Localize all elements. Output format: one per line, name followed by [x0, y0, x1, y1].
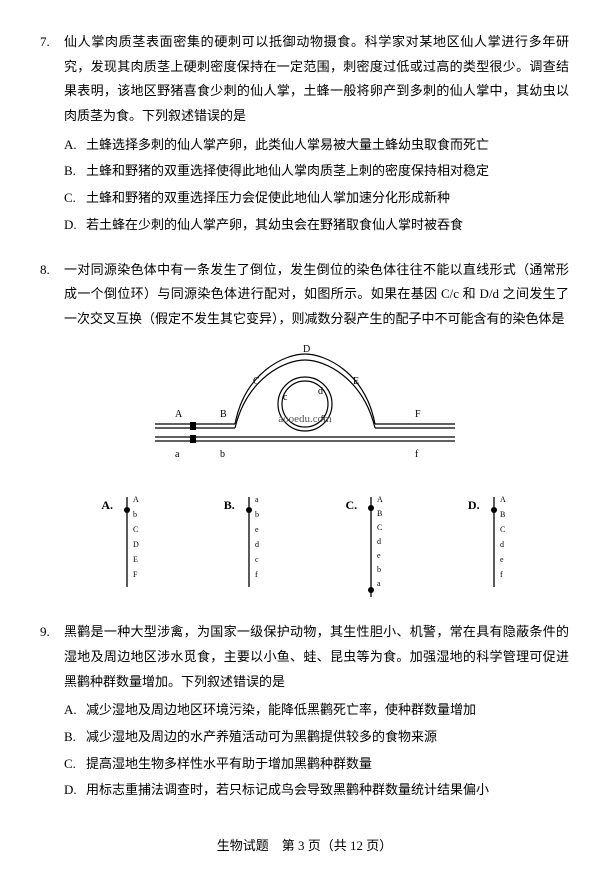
svg-text:b: b — [220, 449, 225, 460]
svg-text:f: f — [415, 449, 419, 460]
svg-text:E: E — [133, 555, 138, 564]
svg-text:A: A — [500, 495, 506, 504]
svg-text:d: d — [500, 540, 504, 549]
q7-opt-b-text: 土蜂和野猪的双重选择使得此地仙人掌肉质茎上刺的密度保持相对稳定 — [86, 159, 569, 184]
q8-sub-d-label: D. — [468, 492, 480, 517]
svg-text:a: a — [175, 449, 180, 460]
q9-opt-b-text: 减少湿地及周边的水产养殖活动可为黑鹳提供较多的食物来源 — [86, 725, 569, 750]
svg-text:E: E — [353, 376, 359, 387]
q8-sub-b-label: B. — [224, 492, 235, 517]
svg-text:e: e — [500, 555, 504, 564]
q9-number: 9. — [40, 620, 64, 805]
q7-opt-b-letter: B. — [64, 159, 86, 184]
q8-sub-b-svg: a b e d c f — [243, 492, 263, 592]
svg-text:a: a — [377, 579, 381, 588]
svg-text:D: D — [303, 344, 310, 355]
q7-opt-a-text: 土蜂选择多刺的仙人掌产卵，此类仙人掌易被大量土蜂幼虫取食而死亡 — [86, 133, 569, 158]
svg-text:C: C — [500, 525, 505, 534]
svg-text:a: a — [255, 495, 259, 504]
q9-opt-b-letter: B. — [64, 725, 86, 750]
q9-opt-c-letter: C. — [64, 752, 86, 777]
svg-text:c: c — [283, 392, 288, 403]
q8-sub-c-label: C. — [346, 492, 358, 517]
svg-text:d: d — [377, 537, 381, 546]
q8-sub-d: D. A B C d e f — [468, 492, 508, 602]
q9-opt-d-letter: D. — [64, 778, 86, 803]
svg-text:C: C — [377, 523, 382, 532]
q9-opt-c-text: 提高湿地生物多样性水平有助于增加黑鹳种群数量 — [86, 752, 569, 777]
svg-text:A: A — [175, 409, 183, 420]
svg-text:c: c — [255, 555, 259, 564]
q9-opt-a-letter: A. — [64, 698, 86, 723]
svg-text:C: C — [253, 376, 260, 387]
q8-sub-options: A. A b C D E F B. a b — [60, 492, 549, 602]
svg-text:C: C — [133, 525, 138, 534]
svg-text:e: e — [377, 551, 381, 560]
svg-text:B: B — [500, 510, 505, 519]
q7-stem: 仙人掌肉质茎表面密集的硬刺可以抵御动物摄食。科学家对某地区仙人掌进行多年研究，发… — [64, 34, 569, 123]
question-8: 8. 一对同源染色体中有一条发生了倒位，发生倒位的染色体往往不能以直线形式（通常… — [40, 258, 569, 603]
q8-sub-c-svg: A B C d e b a — [365, 492, 385, 602]
exam-page: 7. 仙人掌肉质茎表面密集的硬刺可以抵御动物摄食。科学家对某地区仙人掌进行多年研… — [0, 0, 609, 874]
svg-text:F: F — [415, 409, 421, 420]
q9-stem: 黑鹳是一种大型涉禽，为国家一级保护动物，其生性胆小、机警，常在具有隐蔽条件的湿地… — [64, 624, 569, 688]
svg-text:B: B — [377, 509, 382, 518]
page-footer: 生物试题 第 3 页（共 12 页） — [40, 835, 569, 854]
q9-opt-a-text: 减少湿地及周边地区环境污染，能降低黑鹳死亡率，使种群数量增加 — [86, 698, 569, 723]
question-9: 9. 黑鹳是一种大型涉禽，为国家一级保护动物，其生性胆小、机警，常在具有隐蔽条件… — [40, 620, 569, 805]
q8-sub-d-svg: A B C d e f — [488, 492, 508, 592]
q7-number: 7. — [40, 30, 64, 240]
q8-sub-a-svg: A b C D E F — [121, 492, 141, 592]
q8-diagram: a b f A B C D E — [40, 342, 569, 481]
question-7: 7. 仙人掌肉质茎表面密集的硬刺可以抵御动物摄食。科学家对某地区仙人掌进行多年研… — [40, 30, 569, 240]
q7-opt-c-letter: C. — [64, 186, 86, 211]
svg-text:e: e — [255, 525, 259, 534]
svg-text:B: B — [220, 409, 227, 420]
q7-opt-d-text: 若土蜂在少刺的仙人掌产卵，其幼虫会在野猪取食仙人掌时被吞食 — [86, 213, 569, 238]
q8-sub-a: A. A b C D E F — [101, 492, 141, 602]
svg-text:A: A — [133, 495, 139, 504]
q8-sub-a-label: A. — [101, 492, 113, 517]
q7-opt-c-text: 土蜂和野猪的双重选择压力会促使此地仙人掌加速分化形成新种 — [86, 186, 569, 211]
svg-text:b: b — [377, 565, 381, 574]
footer-text: 生物试题 第 3 页（共 12 页） — [217, 838, 393, 853]
svg-text:b: b — [133, 510, 137, 519]
svg-text:b: b — [255, 510, 259, 519]
svg-text:F: F — [133, 570, 138, 579]
q9-opt-d-text: 用标志重捕法调查时，若只标记成鸟会导致黑鹳种群数量统计结果偏小 — [86, 778, 569, 803]
svg-text:d: d — [255, 540, 259, 549]
q8-sub-b: B. a b e d c f — [224, 492, 263, 602]
q7-opt-d-letter: D. — [64, 213, 86, 238]
svg-text:D: D — [133, 540, 139, 549]
svg-text:f: f — [255, 570, 258, 579]
watermark-text: aooedu.com — [278, 413, 332, 425]
svg-text:d: d — [318, 386, 323, 397]
q8-stem: 一对同源染色体中有一条发生了倒位，发生倒位的染色体往往不能以直线形式（通常形成一… — [64, 262, 569, 326]
q7-opt-a-letter: A. — [64, 133, 86, 158]
q8-sub-c: C. A B C d e b a — [346, 492, 386, 602]
q8-number: 8. — [40, 258, 64, 332]
svg-text:f: f — [500, 570, 503, 579]
svg-text:A: A — [377, 495, 383, 504]
